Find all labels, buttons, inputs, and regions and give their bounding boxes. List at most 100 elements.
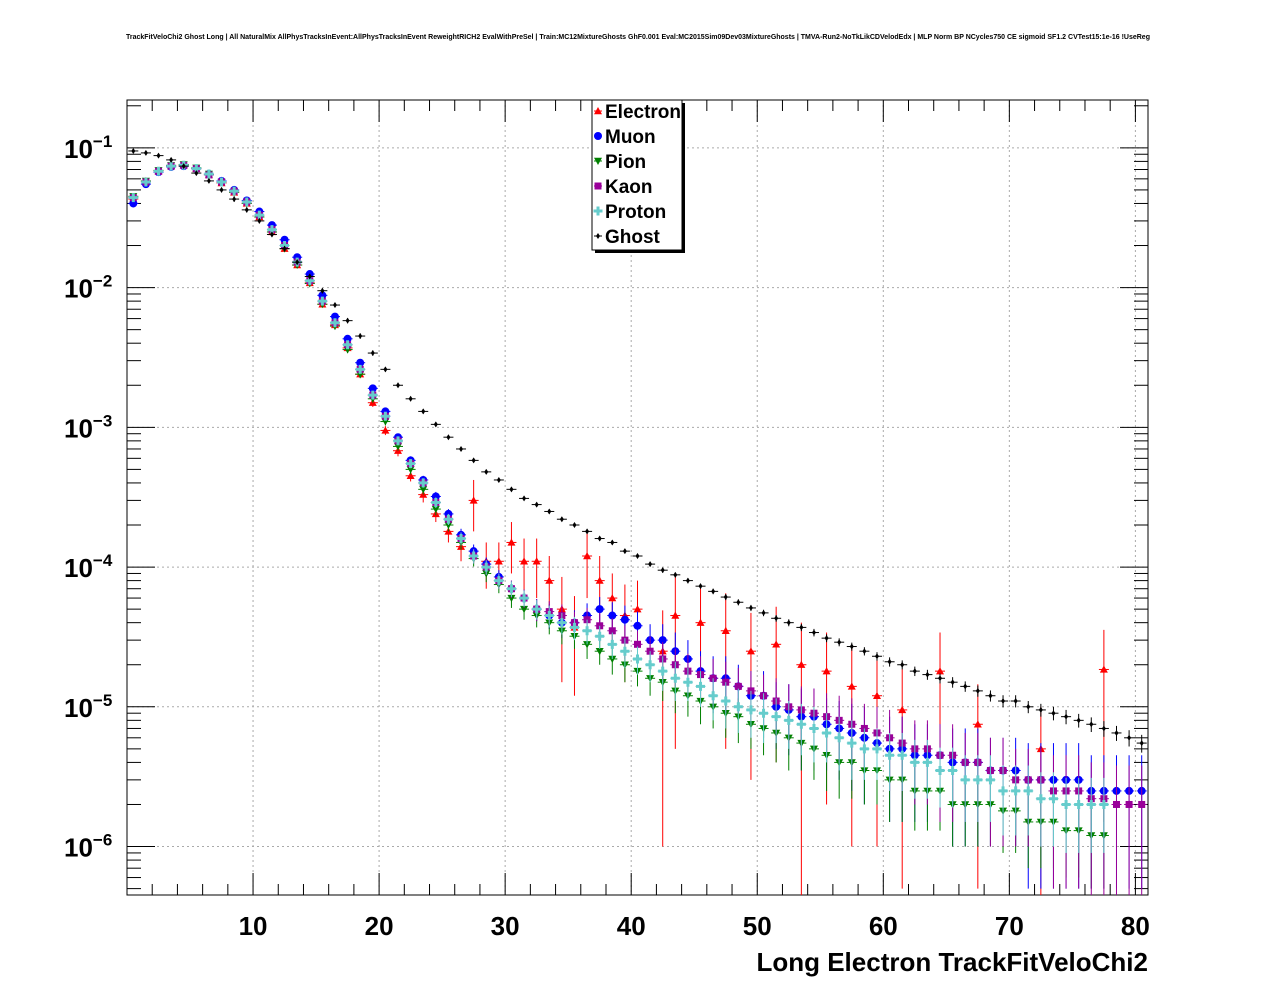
ghost-point bbox=[711, 588, 716, 595]
ghost-point bbox=[1139, 740, 1144, 747]
ghost-point bbox=[131, 147, 136, 154]
proton-point bbox=[595, 631, 605, 641]
ghost-point bbox=[786, 619, 791, 626]
kaon-point bbox=[608, 627, 616, 635]
proton-point bbox=[822, 728, 832, 738]
proton-point bbox=[1061, 799, 1071, 809]
electron-point bbox=[545, 576, 554, 584]
ghost-point bbox=[282, 245, 287, 252]
proton-point bbox=[733, 702, 743, 712]
proton-point bbox=[280, 241, 290, 251]
proton-point bbox=[569, 622, 579, 632]
proton-point bbox=[948, 766, 958, 776]
ghost-point bbox=[143, 149, 148, 156]
ghost-point bbox=[509, 486, 514, 493]
ghost-point bbox=[370, 350, 375, 357]
legend-label-kaon: Kaon bbox=[605, 177, 653, 198]
ghost-point bbox=[345, 317, 350, 324]
muon-point bbox=[330, 312, 339, 321]
proton-point bbox=[910, 757, 920, 767]
proton-point bbox=[456, 534, 466, 544]
ghost-point bbox=[1089, 721, 1094, 728]
muon-point bbox=[633, 621, 642, 630]
electron-point bbox=[469, 496, 478, 504]
y-tick-label: 10−2 bbox=[64, 272, 112, 304]
ghost-point bbox=[849, 643, 854, 650]
electron-point bbox=[847, 682, 856, 690]
ghost-point bbox=[534, 501, 539, 508]
ghost-point bbox=[295, 259, 300, 266]
ghost-point bbox=[484, 468, 489, 475]
proton-point bbox=[960, 775, 970, 785]
electron-point bbox=[898, 705, 907, 714]
proton-point bbox=[746, 705, 756, 715]
kaon-point bbox=[1112, 800, 1120, 808]
ghost-point bbox=[433, 421, 438, 428]
ghost-point bbox=[799, 624, 804, 631]
pion-point bbox=[608, 655, 617, 663]
ghost-point bbox=[1051, 710, 1056, 717]
proton-point bbox=[721, 696, 731, 706]
y-tick-base: 10 bbox=[64, 274, 93, 304]
proton-point bbox=[1086, 799, 1096, 809]
ghost-point bbox=[181, 163, 186, 170]
ghost-point bbox=[522, 495, 527, 502]
ghost-point bbox=[963, 683, 968, 690]
legend-label-electron: Electron bbox=[605, 102, 681, 123]
proton-point bbox=[885, 750, 895, 760]
y-tick-exponent: −1 bbox=[93, 132, 112, 151]
ghost-point bbox=[358, 333, 363, 340]
ghost-point bbox=[1038, 706, 1043, 713]
ghost-point bbox=[660, 567, 665, 574]
proton-point bbox=[582, 626, 592, 636]
muon-point bbox=[620, 615, 629, 624]
x-tick-label: 70 bbox=[995, 911, 1024, 941]
electron-point bbox=[507, 538, 516, 546]
proton-point bbox=[368, 390, 378, 400]
kaon-point bbox=[1125, 800, 1133, 808]
ghost-point bbox=[1026, 703, 1031, 710]
proton-point bbox=[796, 719, 806, 729]
proton-point bbox=[683, 677, 693, 687]
proton-point bbox=[393, 436, 403, 446]
muon-point bbox=[280, 235, 289, 244]
ghost-point bbox=[761, 609, 766, 616]
electron-point bbox=[608, 594, 617, 602]
muon-point bbox=[343, 334, 352, 343]
proton-point bbox=[532, 604, 542, 614]
proton-point bbox=[897, 750, 907, 760]
y-tick-label: 10−4 bbox=[64, 551, 113, 583]
proton-point bbox=[317, 296, 327, 306]
proton-point bbox=[1036, 794, 1046, 804]
kaon-point bbox=[734, 682, 742, 690]
y-tick-base: 10 bbox=[64, 693, 93, 723]
electron-point bbox=[494, 557, 503, 565]
pion-point bbox=[406, 466, 415, 474]
ghost-point bbox=[622, 548, 627, 555]
legend-marker-kaon bbox=[594, 182, 602, 190]
ghost-point bbox=[219, 186, 224, 193]
y-tick-label: 10−1 bbox=[64, 132, 112, 164]
proton-point bbox=[557, 618, 567, 628]
legend-marker-electron bbox=[594, 107, 602, 115]
ghost-point bbox=[559, 516, 564, 523]
proton-point bbox=[431, 497, 441, 507]
ghost-point bbox=[736, 599, 741, 606]
proton-point bbox=[771, 712, 781, 722]
muon-point bbox=[356, 358, 365, 367]
proton-point bbox=[1048, 794, 1058, 804]
proton-point bbox=[305, 276, 315, 286]
ghost-point bbox=[1127, 734, 1132, 741]
chart-title: TrackFitVeloChi2 Ghost Long | All Natura… bbox=[126, 34, 1150, 41]
y-tick-base: 10 bbox=[64, 553, 93, 583]
ghost-point bbox=[925, 671, 930, 678]
pion-point bbox=[583, 641, 592, 649]
ghost-point bbox=[408, 395, 413, 402]
ghost-point bbox=[1064, 713, 1069, 720]
x-tick-label: 80 bbox=[1121, 911, 1150, 941]
ghost-point bbox=[837, 639, 842, 646]
ghost-point bbox=[320, 287, 325, 294]
proton-point bbox=[267, 225, 277, 235]
legend-marker-muon bbox=[594, 132, 602, 140]
